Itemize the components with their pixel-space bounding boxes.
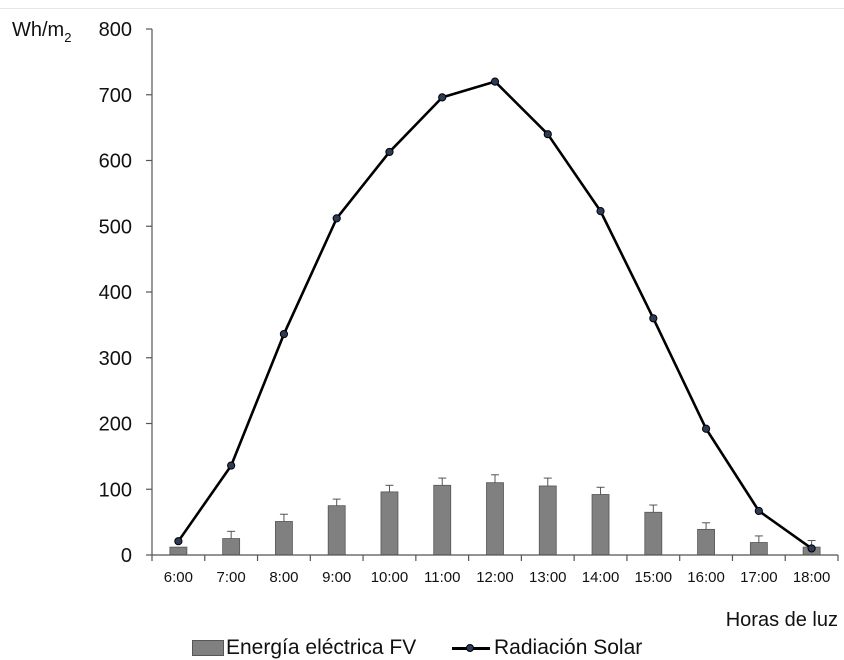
x-tick-label: 15:00 [635, 569, 673, 586]
x-tick-label: 14:00 [582, 569, 620, 586]
y-axis-label-main: Wh/m [12, 19, 64, 41]
y-tick-label: 500 [99, 216, 132, 238]
x-tick-label: 10:00 [371, 569, 409, 586]
legend-label-radiacion: Radiación Solar [494, 636, 643, 659]
line-point [596, 207, 605, 216]
x-tick-label: 11:00 [424, 569, 460, 586]
line-point [649, 314, 658, 323]
line-point [754, 506, 763, 516]
bar [591, 494, 610, 556]
line-point [385, 147, 394, 157]
error-bars [227, 474, 816, 548]
legend-item-energia: Energía eléctrica FV [192, 636, 416, 660]
legend-item-radiacion: Radiación Solar [452, 636, 642, 660]
top-divider [0, 8, 844, 9]
line-series [174, 77, 816, 553]
line-point [490, 77, 500, 86]
y-tick-label: 0 [121, 545, 132, 567]
legend-bar-swatch [192, 640, 224, 656]
line-point [701, 424, 711, 433]
x-tick-label: 7:00 [217, 569, 246, 586]
bar [538, 485, 557, 556]
line-point [279, 329, 289, 339]
y-tick-label: 600 [99, 151, 132, 173]
x-tick-label: 17:00 [740, 569, 778, 586]
bar [644, 511, 663, 556]
bar [749, 542, 768, 556]
chart-svg: 0 100 200 300 400 500 600 700 800 6:00 7:00 8:00 9:… [12, 19, 839, 631]
x-tick-label: 13:00 [529, 569, 567, 586]
y-tick-label: 800 [99, 19, 132, 41]
line-point [174, 537, 183, 546]
legend: Energía eléctrica FV Radiación Solar [0, 636, 844, 660]
line-point [332, 214, 341, 223]
x-tick-label: 12:00 [476, 569, 514, 586]
bar [697, 528, 715, 556]
y-tick-label: 400 [99, 282, 132, 304]
line-point [438, 93, 447, 102]
y-tick-label: 300 [99, 348, 132, 370]
bar [327, 505, 346, 556]
x-tick-label: 16:00 [687, 569, 725, 586]
y-tick-label: 700 [99, 85, 132, 107]
bar [380, 491, 399, 556]
y-tick-label: 100 [99, 479, 132, 501]
y-tick-label: 200 [99, 414, 132, 436]
x-tick-label: 9:00 [322, 569, 351, 586]
axes [151, 29, 838, 556]
legend-label-energia: Energía eléctrica FV [226, 636, 417, 659]
line-point [227, 461, 236, 470]
bar-series [169, 482, 821, 556]
line-point [807, 544, 816, 553]
x-axis-label: Horas de luz [726, 609, 838, 630]
x-axis-ticks: 6:00 7:00 8:00 9:00 10:00 11:00 12:00 13:00 14:0… [151, 555, 839, 586]
bar [433, 484, 452, 556]
bar [222, 538, 241, 556]
bar [486, 482, 504, 556]
y-axis-label-subscript: 2 [64, 30, 71, 45]
x-tick-label: 8:00 [269, 569, 298, 586]
bar [275, 521, 293, 556]
x-tick-label: 18:00 [793, 569, 831, 586]
legend-line-swatch [452, 641, 490, 655]
line-point [543, 130, 552, 139]
bar [169, 546, 188, 556]
x-tick-label: 6:00 [164, 569, 193, 586]
y-axis-label: Wh/m2 [12, 19, 71, 45]
y-axis-ticks: 0 100 200 300 400 500 600 700 800 [99, 19, 152, 567]
